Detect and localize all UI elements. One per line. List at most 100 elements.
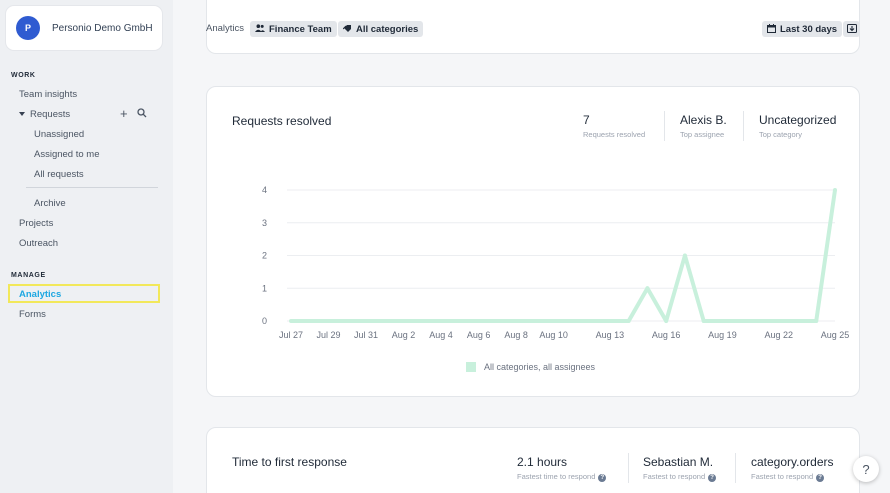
data-point[interactable] [382, 319, 387, 323]
data-point[interactable] [664, 319, 669, 323]
download-button[interactable] [843, 21, 860, 37]
stat-label: Fastest to respond [643, 472, 706, 481]
x-tick-label: Aug 4 [429, 330, 453, 340]
data-point[interactable] [701, 319, 706, 323]
org-avatar: P [16, 16, 40, 40]
data-point[interactable] [589, 319, 594, 323]
y-tick-label: 4 [262, 185, 267, 195]
date-range-filter[interactable]: Last 30 days [762, 21, 843, 37]
stat-top-assignee: Alexis B. Top assignee [680, 113, 727, 139]
data-point[interactable] [420, 319, 425, 323]
stat-value: 2.1 hours [517, 455, 568, 469]
people-icon [255, 24, 265, 34]
sidebar-item-projects[interactable]: Projects [19, 218, 54, 229]
data-point[interactable] [739, 319, 744, 323]
sidebar-item-forms[interactable]: Forms [19, 309, 46, 320]
data-point[interactable] [476, 319, 481, 323]
series-line[interactable] [291, 189, 837, 323]
data-point[interactable] [795, 319, 800, 323]
stat-label-row: Fastest to respond? [643, 472, 717, 482]
y-tick-label: 0 [262, 316, 267, 326]
data-point[interactable] [364, 319, 369, 323]
team-filter[interactable]: Finance Team [250, 21, 337, 37]
download-icon [846, 23, 857, 35]
x-tick-label: Aug 16 [652, 330, 681, 340]
data-point[interactable] [514, 319, 519, 323]
help-icon[interactable]: ? [708, 474, 717, 482]
stat-value: Sebastian M. [643, 455, 714, 469]
sidebar-item-requests-label: Requests [30, 109, 71, 120]
data-point[interactable] [532, 319, 537, 323]
active-item-highlight [8, 284, 160, 303]
sidebar-item-assigned-to-me[interactable]: Assigned to me [34, 149, 100, 160]
stat-label-row: Fastest time to respond? [517, 472, 607, 482]
data-point[interactable] [401, 319, 406, 323]
data-point[interactable] [776, 319, 781, 323]
data-point[interactable] [833, 188, 837, 192]
data-point[interactable] [457, 319, 462, 323]
sidebar-item-team-insights[interactable]: Team insights [19, 89, 78, 100]
sidebar-divider [26, 187, 158, 188]
sidebar-item-analytics[interactable]: Analytics [19, 289, 62, 300]
y-tick-label: 2 [262, 251, 267, 261]
data-point[interactable] [607, 319, 612, 323]
sidebar-item-archive[interactable]: Archive [34, 198, 66, 209]
y-tick-label: 1 [262, 283, 267, 293]
data-point[interactable] [814, 319, 819, 323]
legend-swatch [466, 362, 476, 372]
x-tick-label: Aug 25 [821, 330, 850, 340]
page-title: Analytics [206, 23, 245, 34]
category-filter[interactable]: All categories [338, 21, 424, 37]
data-point[interactable] [289, 319, 293, 323]
data-point[interactable] [645, 286, 650, 291]
time-to-first-response-card: Time to first response 2.1 hours Fastest… [206, 427, 860, 493]
caret-down-icon[interactable] [19, 112, 25, 117]
org-switcher[interactable]: P Personio Demo GmbH [6, 6, 162, 50]
sidebar: P Personio Demo GmbH WORK Team insights … [0, 0, 173, 493]
category-filter-label: All categories [356, 23, 419, 35]
data-point[interactable] [439, 319, 444, 323]
sidebar-item-unassigned[interactable]: Unassigned [34, 129, 85, 140]
sidebar-item-requests[interactable]: Requests [19, 109, 70, 120]
data-point[interactable] [626, 319, 631, 323]
stat-value: category.orders [751, 455, 834, 469]
data-point[interactable] [345, 319, 350, 323]
chart-legend[interactable]: All categories, all assignees [466, 362, 595, 372]
data-point[interactable] [570, 319, 575, 323]
sidebar-item-outreach[interactable]: Outreach [19, 238, 59, 249]
add-icon[interactable]: + [120, 106, 128, 121]
data-point[interactable] [757, 319, 762, 323]
x-tick-label: Aug 13 [596, 330, 625, 340]
stat-divider [743, 111, 744, 141]
x-tick-label: Jul 27 [279, 330, 303, 340]
time-to-first-response-title: Time to first response [232, 455, 347, 469]
help-icon[interactable]: ? [816, 474, 825, 482]
stat-label: Top category [759, 130, 802, 139]
y-tick-label: 3 [262, 218, 267, 228]
x-tick-label: Aug 6 [467, 330, 491, 340]
data-point[interactable] [551, 319, 556, 323]
data-point[interactable] [682, 253, 687, 258]
stat-divider [664, 111, 665, 141]
stat-label-row: Fastest to respond? [751, 472, 833, 482]
data-point[interactable] [495, 319, 500, 323]
x-tick-label: Jul 31 [354, 330, 378, 340]
stat-requests-resolved: 7 Requests resolved [583, 113, 645, 139]
calendar-icon [767, 23, 776, 35]
section-label-manage: MANAGE [11, 272, 46, 279]
tag-icon [342, 24, 352, 35]
data-point[interactable] [326, 319, 331, 323]
data-point[interactable] [720, 319, 725, 323]
help-icon[interactable]: ? [598, 474, 607, 482]
help-button[interactable]: ? [853, 456, 879, 482]
requests-line-chart: 0 1 2 3 4 Jul 27 Jul 29 Jul 31 Aug 2 Aug 4 Aug 6 Au… [262, 185, 850, 340]
stat-value: 7 [583, 113, 590, 127]
stat-label: Fastest to respond [751, 472, 814, 481]
stat-fastest-category: category.orders Fastest to respond? [751, 455, 833, 482]
x-tick-label: Jul 29 [317, 330, 341, 340]
data-point[interactable] [307, 319, 312, 323]
search-icon[interactable] [137, 108, 147, 121]
requests-resolved-title: Requests resolved [232, 114, 332, 128]
stat-value: Alexis B. [680, 113, 727, 127]
sidebar-item-all-requests[interactable]: All requests [34, 169, 84, 180]
